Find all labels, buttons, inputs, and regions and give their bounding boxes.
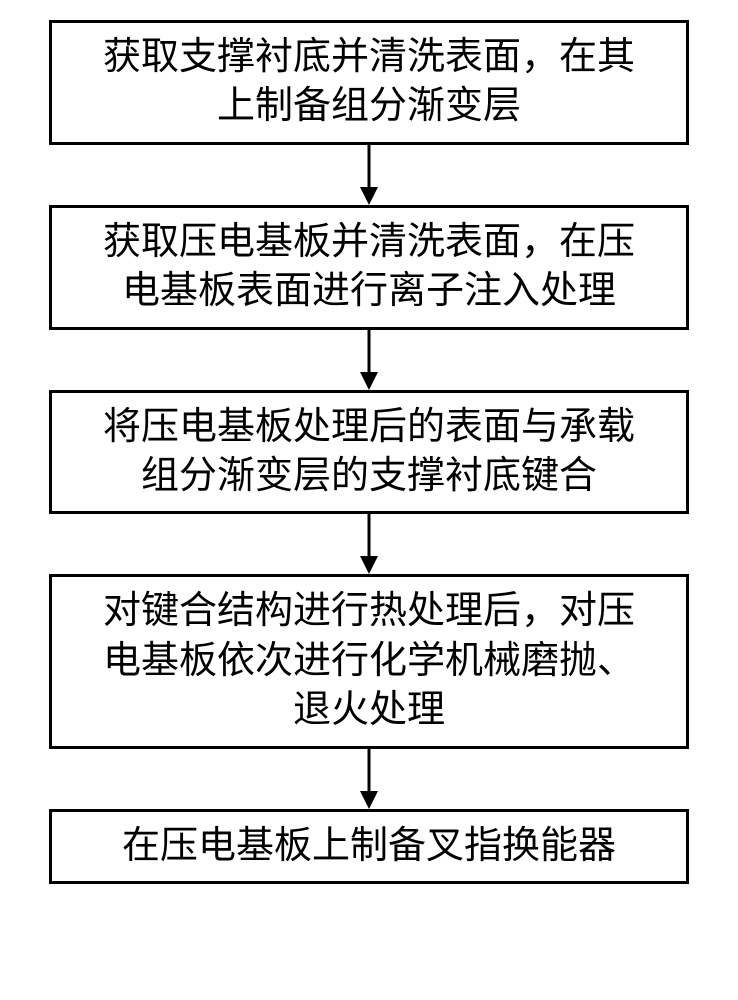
step-text-line: 对键合结构进行热处理后，对压 [103, 590, 635, 632]
process-step-1: 获取支撑衬底并清洗表面，在其 上制备组分渐变层 [49, 20, 689, 145]
step-text-line: 获取支撑衬底并清洗表面，在其 [103, 36, 635, 78]
process-step-5: 在压电基板上制备叉指换能器 [49, 809, 689, 884]
step-text-line: 电基板表面进行离子注入处理 [122, 270, 616, 312]
process-step-2: 获取压电基板并清洗表面，在压 电基板表面进行离子注入处理 [49, 205, 689, 330]
step-text-line: 退火处理 [293, 689, 445, 731]
arrow-4 [30, 749, 708, 809]
arrow-2 [30, 330, 708, 390]
step-text-line: 电基板依次进行化学机械磨抛、 [103, 640, 635, 682]
process-step-3: 将压电基板处理后的表面与承载 组分渐变层的支撑衬底键合 [49, 390, 689, 515]
process-step-4: 对键合结构进行热处理后，对压 电基板依次进行化学机械磨抛、 退火处理 [49, 574, 689, 748]
flowchart-container: 获取支撑衬底并清洗表面，在其 上制备组分渐变层 获取压电基板并清洗表面，在压 电… [0, 0, 738, 904]
step-text-line: 将压电基板处理后的表面与承载 [103, 406, 635, 448]
step-text-line: 在压电基板上制备叉指换能器 [122, 825, 616, 867]
step-text-line: 获取压电基板并清洗表面，在压 [103, 221, 635, 263]
arrow-3 [30, 514, 708, 574]
step-text-line: 上制备组分渐变层 [217, 85, 521, 127]
arrow-1 [30, 145, 708, 205]
step-text-line: 组分渐变层的支撑衬底键合 [141, 455, 597, 497]
